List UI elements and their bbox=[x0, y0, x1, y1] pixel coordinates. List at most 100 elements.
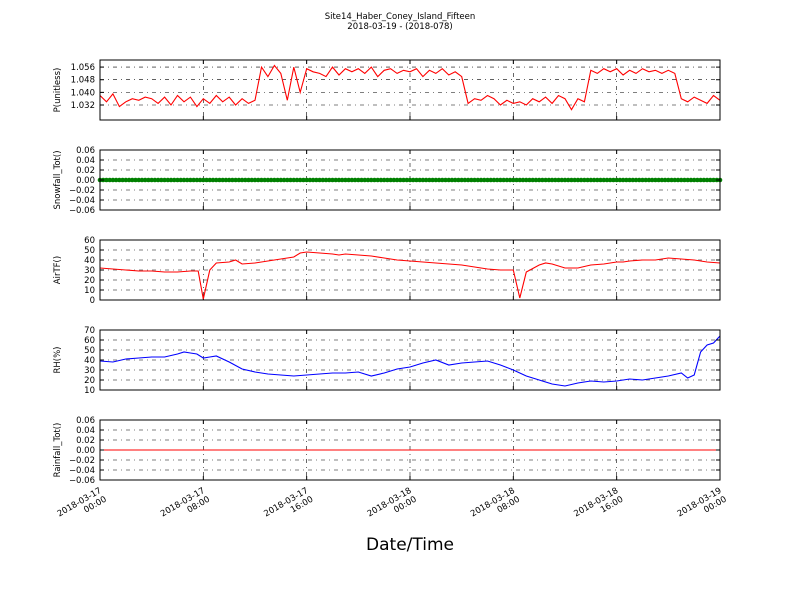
data-point bbox=[491, 177, 497, 183]
data-point bbox=[430, 177, 435, 183]
y-tick-label: 20 bbox=[84, 276, 95, 286]
data-point bbox=[433, 177, 439, 183]
data-point bbox=[226, 177, 232, 183]
data-point bbox=[485, 177, 490, 183]
data-point bbox=[511, 177, 516, 183]
data-point bbox=[507, 177, 513, 183]
y-tick-label: 50 bbox=[84, 346, 95, 356]
data-point bbox=[123, 177, 129, 183]
data-point bbox=[372, 177, 377, 183]
y-tick-label: 60 bbox=[84, 236, 95, 246]
data-point bbox=[688, 177, 694, 183]
data-point bbox=[194, 177, 200, 183]
chart-title: Site14_Haber_Coney_Island_Fifteen bbox=[325, 12, 476, 22]
data-point bbox=[155, 177, 161, 183]
y-tick-label: −0.04 bbox=[69, 196, 95, 206]
data-point bbox=[178, 177, 184, 183]
data-point bbox=[301, 177, 306, 183]
y-tick-label: 50 bbox=[84, 246, 95, 256]
data-point bbox=[149, 177, 154, 183]
y-tick-label: 60 bbox=[84, 336, 95, 346]
data-point bbox=[469, 177, 474, 183]
y-tick-label: 70 bbox=[84, 326, 95, 336]
data-point bbox=[620, 177, 626, 183]
data-point bbox=[113, 177, 119, 183]
data-point bbox=[175, 177, 180, 183]
axes-frame bbox=[99, 239, 721, 301]
data-point bbox=[307, 177, 313, 183]
data-point bbox=[543, 177, 548, 183]
data-point bbox=[304, 177, 309, 183]
data-point bbox=[201, 177, 206, 183]
data-point bbox=[708, 177, 713, 183]
data-point bbox=[530, 177, 536, 183]
data-point bbox=[569, 177, 574, 183]
series-line bbox=[99, 251, 721, 300]
data-point bbox=[294, 177, 300, 183]
y-tick-label: 30 bbox=[84, 366, 95, 376]
data-point bbox=[420, 177, 426, 183]
data-point bbox=[540, 177, 545, 183]
data-point bbox=[152, 177, 158, 183]
data-point bbox=[388, 177, 393, 183]
axes-frame bbox=[99, 149, 721, 211]
data-point bbox=[462, 177, 468, 183]
data-point bbox=[330, 177, 335, 183]
data-point bbox=[265, 177, 271, 183]
data-point bbox=[459, 177, 464, 183]
data-point bbox=[578, 177, 584, 183]
data-point bbox=[288, 177, 293, 183]
data-point bbox=[339, 177, 345, 183]
y-tick-label: 1.040 bbox=[71, 88, 95, 98]
data-point bbox=[704, 177, 710, 183]
data-point bbox=[317, 177, 322, 183]
panel-2: −0.06−0.04−0.020.000.020.040.06 Snowfall_… bbox=[53, 146, 723, 216]
series-markers bbox=[97, 177, 723, 183]
data-point bbox=[685, 177, 691, 183]
y-tick-label: 1.056 bbox=[71, 63, 95, 73]
data-point bbox=[139, 177, 145, 183]
series-line bbox=[99, 335, 721, 387]
data-point bbox=[220, 177, 226, 183]
data-point bbox=[669, 177, 674, 183]
axes-frame bbox=[99, 59, 721, 121]
data-point bbox=[394, 177, 400, 183]
axes-frame bbox=[99, 419, 721, 481]
y-tick-label: 30 bbox=[84, 266, 95, 276]
data-point bbox=[656, 177, 661, 183]
data-point bbox=[326, 177, 332, 183]
data-point bbox=[223, 177, 229, 183]
data-point bbox=[556, 177, 561, 183]
panel-5: −0.06−0.04−0.020.000.020.040.06 Rainfall_… bbox=[53, 416, 721, 486]
data-point bbox=[582, 177, 587, 183]
data-point bbox=[210, 177, 216, 183]
data-point bbox=[423, 177, 429, 183]
data-point bbox=[404, 177, 410, 183]
y-tick-label: −0.06 bbox=[69, 476, 95, 486]
data-point bbox=[653, 177, 658, 183]
y-tick-label: 0.00 bbox=[76, 446, 95, 456]
data-point bbox=[333, 177, 339, 183]
data-point bbox=[120, 177, 125, 183]
data-point bbox=[398, 177, 403, 183]
data-point bbox=[636, 177, 642, 183]
y-tick-label: −0.06 bbox=[69, 206, 95, 216]
data-point bbox=[136, 177, 142, 183]
data-point bbox=[162, 177, 167, 183]
y-axis-label: AirTF() bbox=[53, 256, 63, 284]
data-point bbox=[171, 177, 177, 183]
data-point bbox=[142, 177, 148, 183]
data-point bbox=[546, 177, 552, 183]
data-point bbox=[585, 177, 590, 183]
data-point bbox=[410, 177, 416, 183]
data-point bbox=[207, 177, 213, 183]
data-point bbox=[159, 177, 164, 183]
data-point bbox=[472, 177, 477, 183]
data-point bbox=[385, 177, 390, 183]
data-point bbox=[520, 177, 526, 183]
data-point bbox=[601, 177, 607, 183]
data-point bbox=[514, 177, 519, 183]
data-point bbox=[323, 177, 329, 183]
